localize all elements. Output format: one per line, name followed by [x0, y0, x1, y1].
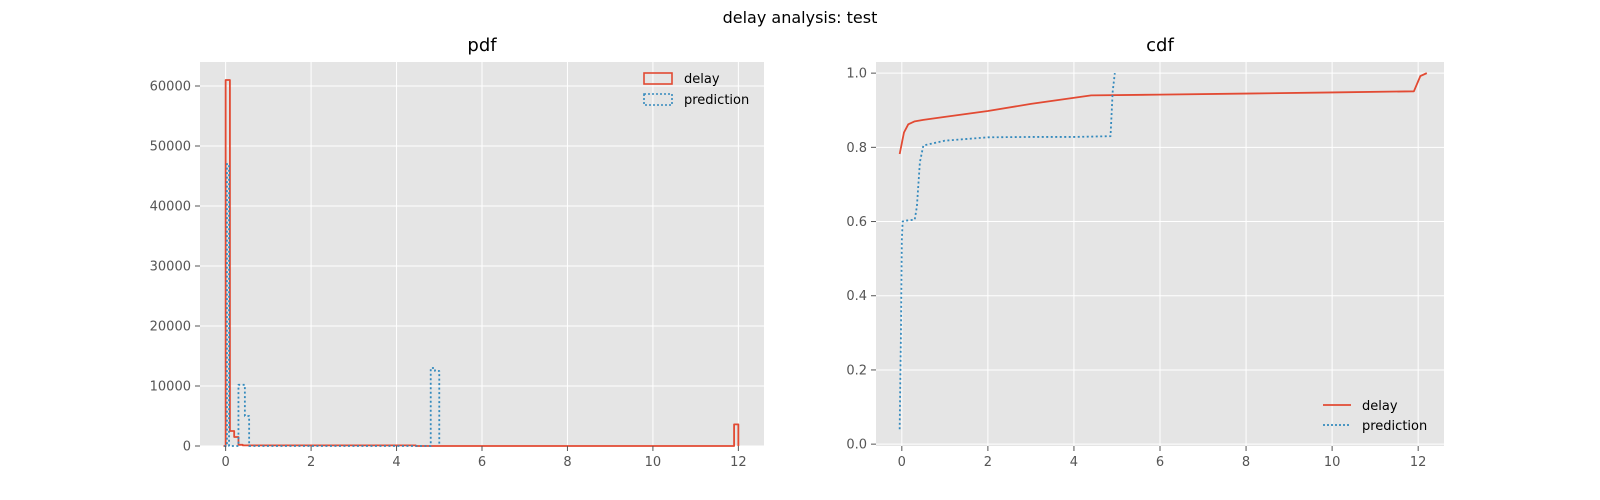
cdf-x-tick-label: 8: [1242, 455, 1250, 470]
pdf-legend-delay-label: delay: [684, 72, 720, 87]
cdf-series-delay: [898, 72, 1428, 155]
cdf-panel: 0 2 4 6 8 10 12 0.0 0.2 0.4 0.6 0.8 1.0 cdf delay pr…: [846, 35, 1444, 470]
cdf-x-tick-label: 6: [1156, 455, 1164, 470]
pdf-y-tick-label: 20000: [150, 320, 191, 335]
cdf-x-tick-label: 4: [1070, 455, 1078, 470]
pdf-x-tick-label: 8: [563, 455, 571, 470]
pdf-legend-delay-swatch: [643, 72, 673, 85]
cdf-legend-delay-label: delay: [1362, 399, 1398, 414]
cdf-y-tick-label: 1.0: [846, 67, 867, 82]
pdf-x-tick-label: 2: [307, 455, 315, 470]
cdf-legend-prediction-label: prediction: [1362, 419, 1427, 434]
pdf-series-prediction: [224, 163, 441, 447]
cdf-y-tick-label: 0.0: [846, 438, 867, 453]
pdf-x-tick-label: 6: [478, 455, 486, 470]
pdf-x-tick-label: 10: [645, 455, 662, 470]
pdf-y-tick-label: 10000: [150, 380, 191, 395]
cdf-x-tick-label: 0: [898, 455, 906, 470]
cdf-x-tick-label: 2: [984, 455, 992, 470]
pdf-y-tick-label: 30000: [150, 260, 191, 275]
pdf-legend: delay prediction: [643, 72, 749, 108]
cdf-x-tick-label: 12: [1410, 455, 1427, 470]
cdf-series-layer: [898, 72, 1428, 430]
pdf-y-tick-label: 60000: [150, 80, 191, 95]
cdf-y-tick-label: 0.6: [846, 215, 867, 230]
cdf-series-prediction: [898, 73, 1116, 430]
pdf-y-tick-label: 40000: [150, 200, 191, 215]
pdf-legend-prediction-label: prediction: [684, 93, 749, 108]
pdf-y-tick-label: 50000: [150, 140, 191, 155]
cdf-ticks: 0 2 4 6 8 10 12 0.0 0.2 0.4 0.6 0.8 1.0: [846, 67, 1426, 470]
cdf-x-tick-label: 10: [1324, 455, 1341, 470]
cdf-y-tick-label: 0.4: [846, 289, 867, 304]
cdf-y-tick-label: 0.8: [846, 141, 867, 156]
pdf-ticks: 0 2 4 6 8 10 12 0 10000 20000 30000 40000 50000 60000: [150, 80, 747, 471]
pdf-x-tick-label: 4: [392, 455, 400, 470]
pdf-y-tick-label: 0: [183, 440, 191, 455]
cdf-legend: delay prediction: [1323, 399, 1427, 434]
cdf-gridlines: [876, 62, 1444, 446]
pdf-legend-prediction-swatch: [643, 93, 673, 106]
pdf-series-layer: [223, 79, 740, 447]
pdf-x-tick-label: 12: [730, 455, 747, 470]
pdf-series-delay: [223, 79, 740, 447]
cdf-title: cdf: [1146, 35, 1174, 56]
cdf-y-tick-label: 0.2: [846, 363, 867, 378]
figure-suptitle: delay analysis: test: [723, 8, 878, 27]
pdf-panel: 0 2 4 6 8 10 12 0 10000 20000 30000 40000 50000 60000…: [150, 35, 764, 470]
pdf-x-tick-label: 0: [221, 455, 229, 470]
pdf-title: pdf: [467, 35, 497, 56]
